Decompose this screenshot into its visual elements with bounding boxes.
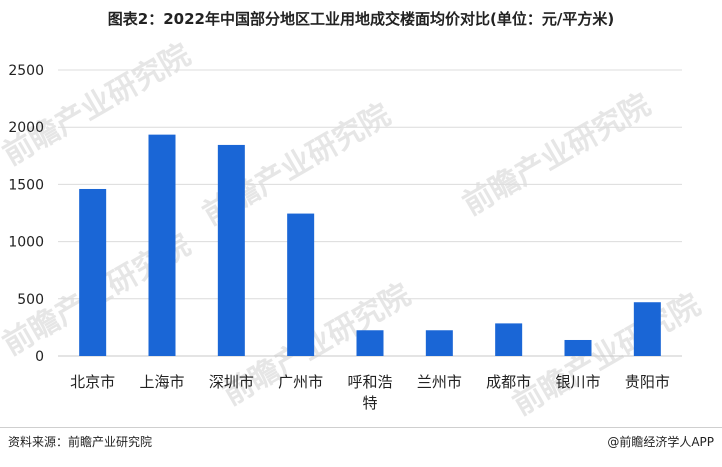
y-tick-label: 1000 bbox=[8, 235, 44, 251]
credit-note: @前瞻经济学人APP bbox=[607, 435, 714, 449]
bar bbox=[564, 339, 592, 356]
x-tick-label: 广州市 bbox=[278, 373, 323, 391]
footer-divider bbox=[0, 427, 722, 428]
x-tick-label: 上海市 bbox=[139, 373, 184, 391]
y-tick-label: 2500 bbox=[8, 63, 44, 79]
chart-title: 图表2：2022年中国部分地区工业用地成交楼面均价对比(单位：元/平方米) bbox=[107, 10, 615, 28]
bar bbox=[633, 302, 661, 356]
y-tick-label: 1500 bbox=[8, 177, 44, 193]
x-tick-label: 贵阳市 bbox=[625, 373, 670, 391]
y-tick-label: 2000 bbox=[8, 120, 44, 136]
x-tick-label: 深圳市 bbox=[209, 373, 254, 391]
y-tick-label: 0 bbox=[35, 349, 44, 365]
source-note: 资料来源：前瞻产业研究院 bbox=[8, 435, 153, 449]
bar bbox=[287, 213, 315, 356]
x-tick-label: 北京市 bbox=[70, 373, 115, 391]
bar bbox=[148, 134, 176, 356]
x-tick-label: 成都市 bbox=[486, 373, 531, 391]
bar bbox=[356, 330, 384, 356]
x-tick-label: 兰州市 bbox=[417, 373, 462, 391]
bar bbox=[495, 323, 523, 356]
y-tick-label: 500 bbox=[17, 292, 44, 308]
bar bbox=[425, 330, 453, 356]
x-tick-label: 银川市 bbox=[555, 373, 600, 391]
bar bbox=[217, 144, 245, 356]
x-tick-label: 呼和浩特 bbox=[347, 373, 392, 412]
bar bbox=[79, 188, 107, 356]
